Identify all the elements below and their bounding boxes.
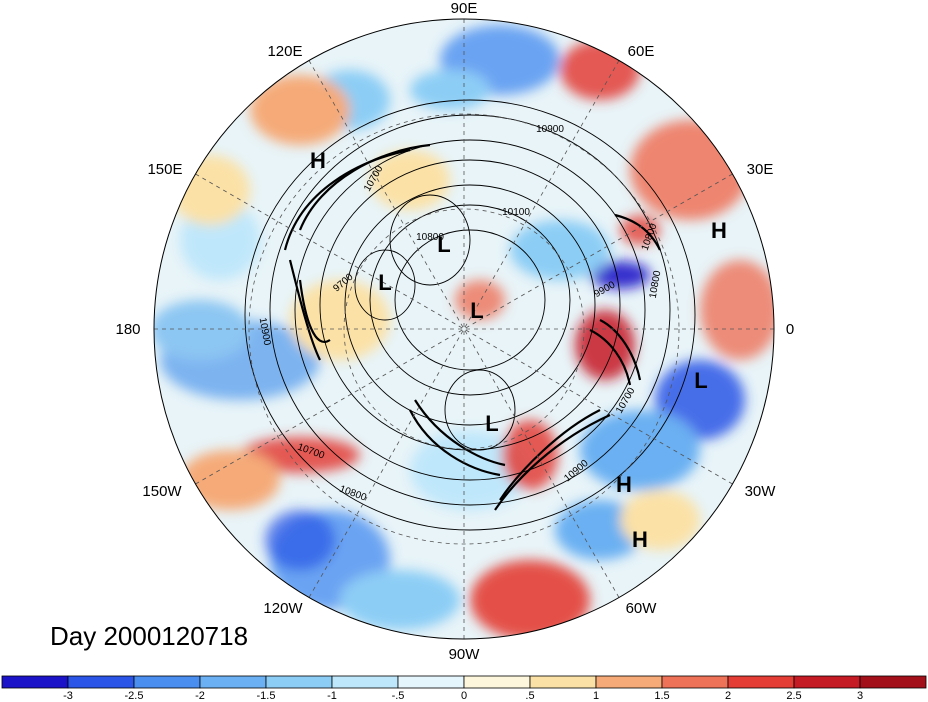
jet-contours: [283, 143, 661, 511]
colorbar-swatch: [331, 675, 399, 689]
longitude-labels: 90E 120E 60E 150E 30E 180 0 150W 30W 120…: [115, 0, 794, 663]
colorbar-tick-label: -2.5: [125, 690, 144, 702]
colorbar-swatch: [199, 675, 267, 689]
colorbar-swatch: [793, 675, 861, 689]
colorbar-swatch: [595, 675, 663, 689]
colorbar-tick-label: -2: [195, 690, 205, 702]
day-label: Day 2000120718: [50, 621, 248, 651]
contour-label: 10900: [257, 317, 273, 347]
lon-label-120w: 120W: [263, 600, 303, 617]
lon-label-150w: 150W: [142, 483, 182, 500]
colorbar-tick-label: 3: [857, 690, 863, 702]
low-center-marker: L: [485, 411, 498, 436]
lon-label-90e: 90E: [451, 0, 478, 17]
lon-label-120e: 120E: [267, 43, 302, 60]
map-boundary: [153, 18, 775, 640]
colorbar-tick-label: 0: [461, 690, 467, 702]
height-contours: [244, 99, 696, 531]
colorbar-swatch: [859, 675, 927, 689]
low-center-marker: L: [437, 232, 450, 257]
colorbar-tick-label: -.5: [392, 690, 405, 702]
lon-label-150e: 150E: [147, 161, 182, 178]
low-center-marker: L: [378, 270, 391, 295]
colorbar-swatch: [397, 675, 465, 689]
colorbar-swatch: [265, 675, 333, 689]
colorbar: -3 -2.5 -2 -1.5 -1 -.5 0 .5 1 1.5 2 2.5 3: [1, 675, 927, 702]
pressure-centers: H H H H L L L L L: [310, 148, 727, 552]
contour-label: 10900: [536, 124, 564, 135]
colorbar-swatch: [727, 675, 795, 689]
colorbar-swatch: [661, 675, 729, 689]
colorbar-tick-label: 2.5: [786, 690, 801, 702]
low-center-marker: L: [694, 368, 707, 393]
colorbar-tick-label: .5: [525, 690, 534, 702]
high-center-marker: H: [632, 527, 648, 552]
colorbar-tick-label: -1: [327, 690, 337, 702]
lon-label-60e: 60E: [628, 43, 655, 60]
lon-label-180: 180: [115, 321, 140, 338]
low-center-marker: L: [470, 298, 483, 323]
lon-label-60w: 60W: [626, 600, 658, 617]
colorbar-swatch: [67, 675, 135, 689]
graticule: [154, 19, 774, 639]
colorbar-tick-label: 2: [725, 690, 731, 702]
lon-label-30e: 30E: [747, 161, 774, 178]
high-center-marker: H: [310, 148, 326, 173]
colorbar-tick-label: 1.5: [654, 690, 669, 702]
high-center-marker: H: [711, 218, 727, 243]
colorbar-swatch: [529, 675, 597, 689]
lon-label-30w: 30W: [745, 483, 777, 500]
contour-label: 10800: [416, 232, 444, 243]
lon-label-0: 0: [786, 321, 794, 338]
colorbar-tick-label: 1: [593, 690, 599, 702]
colorbar-swatch: [1, 675, 69, 689]
colorbar-swatch: [133, 675, 201, 689]
contour-label: 10800: [648, 269, 664, 299]
colorbar-tick-label: -3: [63, 690, 73, 702]
contour-label: 10100: [502, 207, 530, 218]
lon-label-90w: 90W: [449, 646, 481, 663]
colorbar-tick-label: -1.5: [257, 690, 276, 702]
high-center-marker: H: [616, 472, 632, 497]
colorbar-swatch: [463, 675, 531, 689]
anomaly-field: [154, 19, 774, 639]
